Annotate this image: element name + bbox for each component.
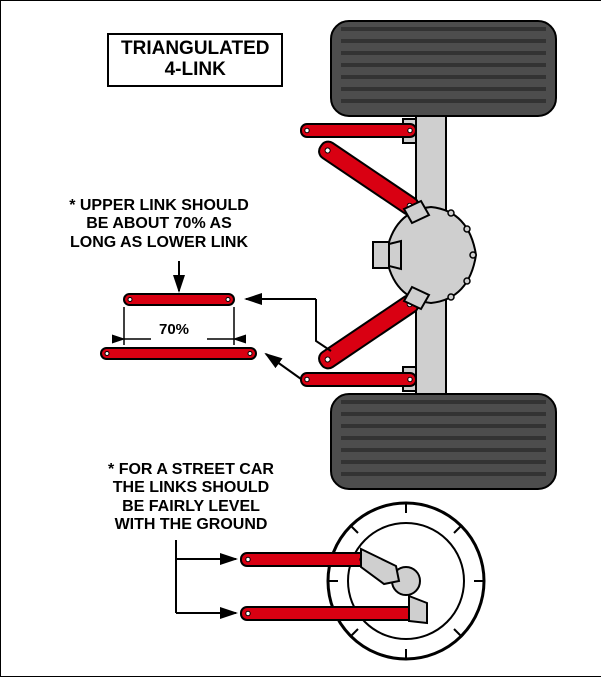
note-lower-l4: WITH THE GROUND	[86, 516, 296, 534]
differential	[373, 207, 476, 303]
note-lower-l1: * FOR A STREET CAR	[86, 461, 296, 479]
side-upper-link	[241, 553, 369, 566]
title-box: TRIANGULATED 4-LINK	[107, 33, 283, 87]
side-lower-link	[241, 607, 421, 620]
arrow-elbow-upper	[316, 299, 331, 351]
upper-link-top	[316, 139, 421, 218]
lower-link-top	[301, 124, 416, 137]
side-lower-bracket	[409, 596, 427, 623]
note-lower: * FOR A STREET CAR THE LINKS SHOULD BE F…	[86, 461, 296, 535]
note-upper-l1: * UPPER LINK SHOULD	[49, 197, 269, 215]
upper-link-bottom	[316, 292, 421, 371]
note-upper: * UPPER LINK SHOULD BE ABOUT 70% AS LONG…	[49, 197, 269, 252]
diagram-svg	[1, 1, 601, 676]
dim-label-70: 70%	[159, 321, 189, 338]
arrow-to-long-bar	[266, 354, 301, 379]
comparison-short-bar	[124, 294, 234, 305]
tire-bottom	[331, 394, 556, 489]
side-upper-bracket	[361, 549, 399, 584]
title-line2: 4-LINK	[121, 60, 269, 81]
note-upper-l2: BE ABOUT 70% AS	[49, 215, 269, 233]
diagram-canvas: TRIANGULATED 4-LINK * UPPER LINK SHOULD …	[0, 0, 601, 677]
note-lower-l3: BE FAIRLY LEVEL	[86, 498, 296, 516]
note-lower-l2: THE LINKS SHOULD	[86, 479, 296, 497]
comparison-long-bar	[101, 348, 256, 359]
lower-link-bottom	[301, 373, 416, 386]
title-line1: TRIANGULATED	[121, 39, 269, 60]
tire-top	[331, 21, 556, 116]
side-note-pointer	[176, 540, 236, 613]
note-upper-l3: LONG AS LOWER LINK	[49, 234, 269, 252]
